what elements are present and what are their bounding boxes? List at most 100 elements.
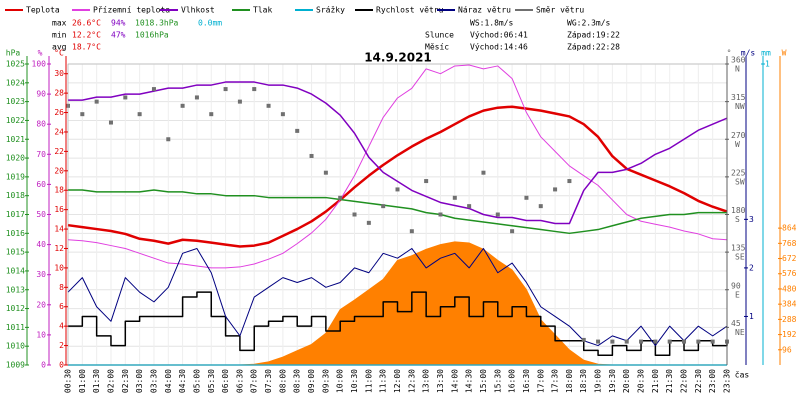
series-point <box>596 339 601 344</box>
axis-unit: °C <box>54 49 64 58</box>
stat-temperature: 26.6°C <box>72 19 101 28</box>
y-tick-label: 10 <box>54 263 64 272</box>
x-tick-label: 13:00 <box>422 369 431 393</box>
series-point <box>524 195 529 200</box>
y-tick-label: 30 <box>54 69 64 78</box>
series-point <box>538 204 543 209</box>
series-point <box>653 339 658 344</box>
stat-temperature: 12.2°C <box>72 31 101 40</box>
series-point <box>696 339 701 344</box>
series-point <box>438 212 443 217</box>
y-tick-label: 1 <box>765 60 770 69</box>
y-tick-label: 1020 <box>6 154 25 163</box>
series-point <box>567 179 572 184</box>
y-tick-label: 1023 <box>6 97 25 106</box>
grid <box>67 63 728 366</box>
x-tick-label: 12:00 <box>393 369 402 393</box>
x-tick-label: 01:00 <box>78 369 87 393</box>
series-point <box>495 212 500 217</box>
x-tick-label: 14:00 <box>450 369 459 393</box>
y-tick-label: 6 <box>59 302 64 311</box>
series-point <box>266 103 271 108</box>
series-point <box>338 195 343 200</box>
series-point <box>481 170 486 175</box>
axis-unit: m/s <box>741 49 756 58</box>
header: Teplota Přízemní teplota Vlhkost Tlak Srážky… <box>5 6 620 52</box>
compass-label: NW <box>735 102 745 111</box>
x-tick-label: 17:30 <box>551 369 560 393</box>
chart-title: 14.9.2021 <box>364 51 432 65</box>
x-tick-label: 21:30 <box>665 369 674 393</box>
series-point <box>123 95 128 100</box>
x-tick-label: 17:00 <box>536 369 545 393</box>
series-line <box>67 105 728 248</box>
y-tick-label: 1015 <box>6 248 25 257</box>
y-tick-label: 3 <box>749 215 754 224</box>
series-point <box>194 95 199 100</box>
x-tick-label: 02:30 <box>121 369 130 393</box>
x-tick-label: 11:30 <box>379 369 388 393</box>
y-tick-label: 768 <box>782 239 797 248</box>
x-tick-label: 05:00 <box>192 369 201 393</box>
info-text: Východ:14:46 <box>470 43 528 52</box>
x-tick-label: 03:30 <box>149 369 158 393</box>
legend-label: Vlhkost <box>181 6 215 15</box>
stat-label: avg <box>52 43 67 52</box>
y-tick-label: 90 <box>36 90 46 99</box>
x-tick-label: 07:30 <box>264 369 273 393</box>
y-tick-label: 90 <box>731 281 741 290</box>
y-tick-label: 1012 <box>6 304 25 313</box>
x-tick-label: 20:30 <box>637 369 646 393</box>
x-tick-label: 19:00 <box>594 369 603 393</box>
x-tick-label: 09:30 <box>321 369 330 393</box>
series-point <box>710 339 715 344</box>
y-tick-label: 384 <box>782 300 797 309</box>
legend-label: Tlak <box>253 6 272 15</box>
x-tick-label: 02:00 <box>106 369 115 393</box>
x-tick-label: 16:30 <box>522 369 531 393</box>
axis-unit: W <box>782 49 787 58</box>
x-tick-label: 15:30 <box>493 369 502 393</box>
y-tick-label: 1010 <box>6 342 25 351</box>
x-tick-label: 01:30 <box>92 369 101 393</box>
series-point <box>280 112 285 117</box>
x-tick-label: 04:30 <box>178 369 187 393</box>
y-tick-label: 24 <box>54 127 64 136</box>
y-tick-label: 4 <box>59 322 64 331</box>
legend-label: Směr větru <box>536 6 584 15</box>
y-tick-label: 22 <box>54 147 64 156</box>
series-point <box>467 204 472 209</box>
y-tick-label: 1025 <box>6 60 25 69</box>
series-point <box>94 99 99 104</box>
y-tick-label: 8 <box>59 283 64 292</box>
legend-label: Rychlost větru <box>376 6 444 15</box>
series-point <box>409 229 414 234</box>
series-point <box>682 339 687 344</box>
y-tick-label: 50 <box>36 210 46 219</box>
y-tick-label: 288 <box>782 315 797 324</box>
compass-label: N <box>735 65 740 74</box>
series-point <box>252 87 257 92</box>
x-tick-label: 08:30 <box>293 369 302 393</box>
x-tick-label: 23:30 <box>723 369 732 393</box>
series-point <box>452 195 457 200</box>
x-tick-label: 10:00 <box>336 369 345 393</box>
series-point <box>323 170 328 175</box>
series-point <box>223 87 228 92</box>
compass-label: W <box>735 140 740 149</box>
info-text: Západ:19:22 <box>567 31 620 40</box>
x-tick-label: 12:30 <box>407 369 416 393</box>
y-tick-label: 96 <box>782 345 792 354</box>
series-point <box>395 187 400 192</box>
y-tick-label: 270 <box>731 131 746 140</box>
compass-label: NE <box>735 328 745 337</box>
stat-label: min <box>52 31 67 40</box>
y-tick-label: 360 <box>731 56 746 65</box>
x-tick-label: 22:00 <box>680 369 689 393</box>
y-tick-label: 1022 <box>6 116 25 125</box>
x-tick-label: 22:30 <box>694 369 703 393</box>
series-point <box>352 212 357 217</box>
x-tick-label: 20:00 <box>622 369 631 393</box>
legend-label: Náraz větru <box>458 6 511 15</box>
